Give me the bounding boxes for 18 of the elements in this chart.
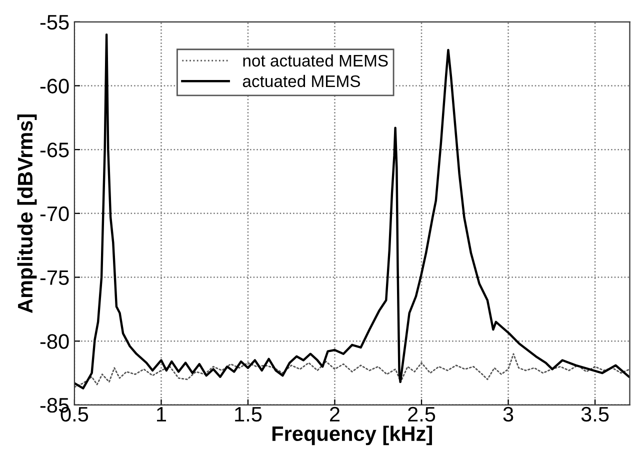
x-tick-label: 1 [157, 407, 166, 422]
x-axis-title: Frequency [kHz] [272, 426, 432, 446]
y-tick-label: -55 [40, 15, 69, 30]
x-tick-label: 2.5 [408, 406, 436, 422]
legend-label: not actuated MEMS [243, 54, 388, 67]
y-tick-label: -80 [40, 334, 69, 349]
line-series [74, 34, 630, 390]
x-tick-label: 2 [330, 406, 340, 422]
line-series [74, 353, 630, 388]
y-tick-label: -70 [40, 206, 69, 222]
x-tick-label: 3 [503, 406, 514, 422]
legend-label: actuated MEMS [242, 74, 360, 88]
y-tick-label: -75 [40, 270, 69, 285]
y-axis-title: Amplitude [dBVrms] [17, 114, 37, 314]
x-tick-label: 3.5 [581, 406, 609, 422]
x-tick-label: 1.5 [235, 407, 262, 422]
y-tick-label: -60 [40, 78, 69, 94]
y-tick-label: -65 [40, 142, 69, 158]
